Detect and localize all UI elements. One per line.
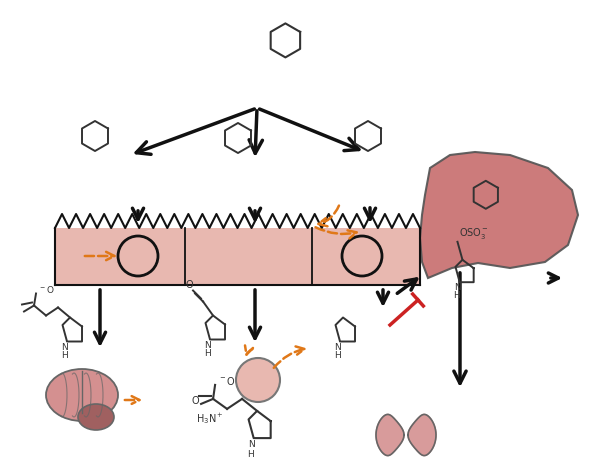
Ellipse shape — [46, 369, 118, 421]
Text: N: N — [334, 343, 341, 352]
Text: N: N — [454, 283, 461, 292]
Text: N: N — [205, 341, 211, 350]
Circle shape — [118, 236, 158, 276]
Circle shape — [342, 236, 382, 276]
Text: OSO$_3^-$: OSO$_3^-$ — [460, 226, 490, 241]
Text: H: H — [61, 351, 67, 360]
Polygon shape — [420, 152, 578, 278]
Text: H: H — [454, 291, 460, 300]
Text: O: O — [191, 396, 199, 406]
Bar — [55, 228, 420, 285]
Circle shape — [236, 358, 280, 402]
Ellipse shape — [78, 404, 114, 430]
Text: $^-$O: $^-$O — [38, 284, 55, 295]
Polygon shape — [376, 415, 404, 455]
Text: H$_3$N$^+$: H$_3$N$^+$ — [196, 411, 224, 426]
Text: H: H — [247, 450, 254, 459]
Text: H: H — [334, 351, 340, 360]
Polygon shape — [408, 415, 436, 455]
Text: N: N — [248, 440, 254, 449]
Text: $^-$O: $^-$O — [218, 375, 236, 387]
Text: H: H — [203, 349, 211, 358]
Text: O: O — [185, 280, 193, 290]
Text: N: N — [61, 343, 68, 352]
